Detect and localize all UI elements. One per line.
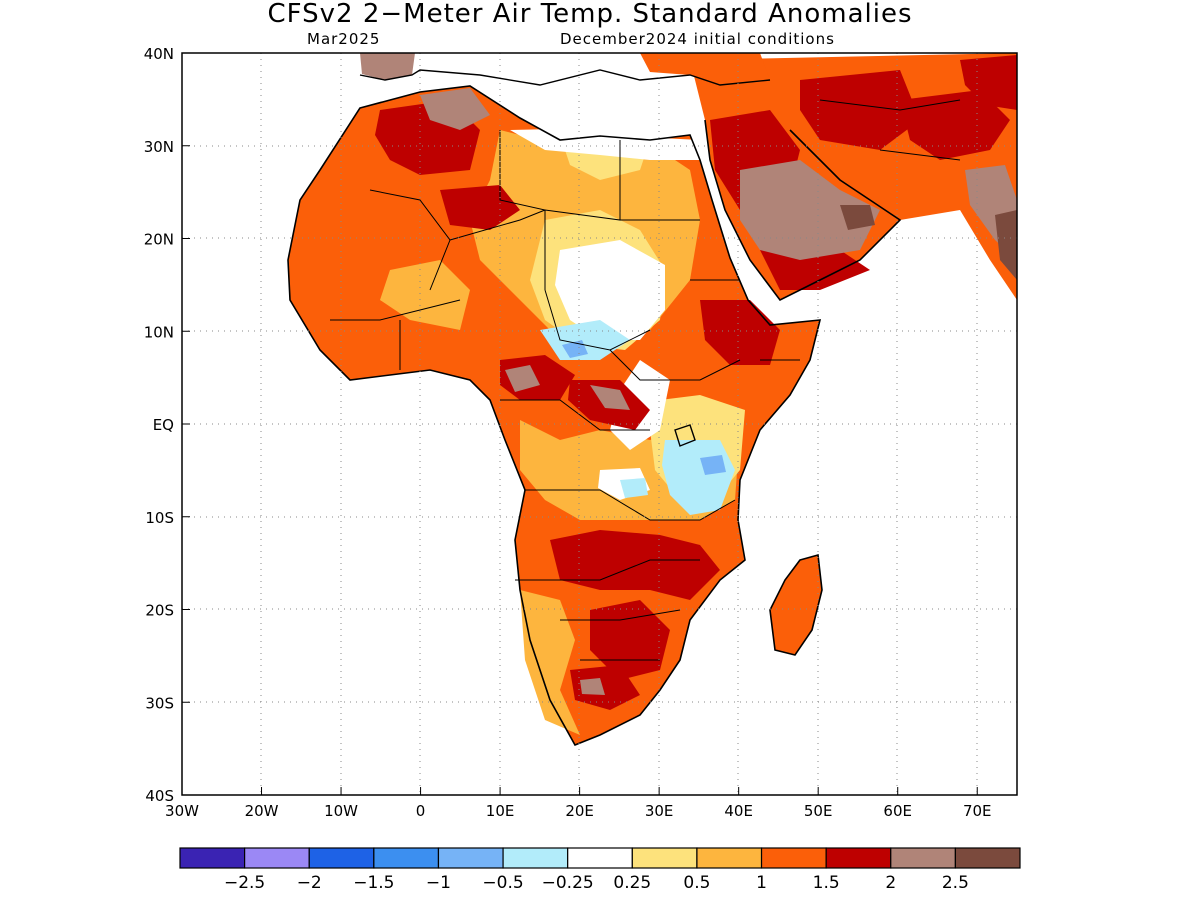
patch-neutral xyxy=(555,240,665,340)
europe-coastline xyxy=(359,69,771,86)
patch-dark-red xyxy=(960,55,1017,110)
patch-dark-red xyxy=(800,70,920,150)
y-tick-label: 20S xyxy=(145,602,174,620)
graticule xyxy=(182,53,1017,795)
forecast-month: Mar2025 xyxy=(307,30,380,48)
x-tick-label: 10E xyxy=(486,802,515,820)
y-tick-label: 30S xyxy=(145,694,174,712)
patch-dark-red xyxy=(760,250,870,290)
colorbar-label: 2 xyxy=(885,873,896,893)
colorbar-swatch xyxy=(567,847,633,869)
patch-very-dark-brown xyxy=(995,210,1017,280)
y-tick-label: 30N xyxy=(144,138,174,156)
arabia-coastline xyxy=(704,119,902,302)
europe-strip xyxy=(360,53,690,85)
colorbar-label: 0.25 xyxy=(613,873,651,893)
patch-dark-red xyxy=(570,665,640,710)
patch-brown xyxy=(505,365,540,392)
colorbar-label: −1.5 xyxy=(353,873,394,893)
x-tick-label: 50E xyxy=(804,802,833,820)
y-tick-label: 40N xyxy=(144,45,174,63)
colorbar-label: −0.25 xyxy=(542,873,594,893)
x-tick-label: 70E xyxy=(963,802,992,820)
map-title: CFSv2 2−Meter Air Temp. Standard Anomali… xyxy=(267,0,912,29)
colorbar-swatch xyxy=(825,847,892,869)
colorbar-label: −1 xyxy=(426,873,451,893)
madagascar-coastline xyxy=(769,553,823,656)
country-borders xyxy=(330,99,961,661)
x-tick-label: 0 xyxy=(416,802,426,820)
y-tick-label: 10S xyxy=(145,509,174,527)
initial-conditions-label: December2024 initial conditions xyxy=(560,30,835,48)
lake-victoria-outline xyxy=(674,424,696,447)
patch-brown xyxy=(590,385,630,410)
colorbar-swatch xyxy=(631,847,698,869)
madagascar-landmass xyxy=(770,555,822,655)
y-tick-label: EQ xyxy=(153,416,174,434)
patch-brown xyxy=(740,160,880,260)
colorbar-swatch xyxy=(437,847,504,869)
patch-light-orange xyxy=(380,260,470,330)
x-tick-label: 20E xyxy=(565,802,594,820)
colorbar-label: 1 xyxy=(756,873,767,893)
longitude-axis: 30W 20W 10W 0 10E 20E 30E 40E 50E 60E 70E xyxy=(165,787,992,820)
x-tick-label: 10W xyxy=(324,802,358,820)
patch-light-orange xyxy=(520,590,580,735)
y-tick-label: 10N xyxy=(144,323,174,341)
anomaly-map xyxy=(182,53,1017,795)
patch-dark-red xyxy=(900,90,1010,160)
y-tick-label: 40S xyxy=(145,787,174,805)
patch-blue xyxy=(700,455,726,475)
patch-brown xyxy=(580,678,605,695)
colorbar-label: 1.5 xyxy=(813,873,840,893)
iberia-region xyxy=(360,53,415,80)
y-tick-label: 20N xyxy=(144,231,174,249)
colorbar-swatch xyxy=(179,847,246,869)
colorbar-label: −0.5 xyxy=(482,873,523,893)
colorbar: −2.5 −2 −1.5 −1 −0.5 −0.25 0.25 0.5 1 1.5 2 2.5 xyxy=(179,847,1021,893)
colorbar-swatch xyxy=(308,847,375,869)
x-tick-label: 30E xyxy=(645,802,674,820)
colorbar-swatch xyxy=(502,847,569,869)
colorbar-swatch xyxy=(373,847,440,869)
colorbar-label: −2 xyxy=(297,873,322,893)
patch-light-blue xyxy=(620,478,648,498)
colorbar-label: 2.5 xyxy=(942,873,969,893)
colorbar-swatch xyxy=(760,847,827,869)
colorbar-label: 0.5 xyxy=(683,873,710,893)
patch-neutral xyxy=(510,128,700,160)
x-tick-label: 40E xyxy=(724,802,753,820)
colorbar-swatch xyxy=(696,847,763,869)
colorbar-label: −2.5 xyxy=(224,873,265,893)
patch-dark-red xyxy=(550,530,720,600)
colorbar-swatch xyxy=(954,847,1021,869)
patch-dark-red xyxy=(700,300,780,365)
africa-coastline xyxy=(287,85,822,747)
x-tick-label: 30W xyxy=(165,802,199,820)
patch-brown xyxy=(420,88,490,130)
patch-very-dark-brown xyxy=(840,205,875,230)
colorbar-swatch xyxy=(244,847,310,869)
x-tick-label: 60E xyxy=(883,802,912,820)
colorbar-swatch xyxy=(890,847,956,869)
latitude-axis: 40N 30N 20N 10N EQ 10S 20S 30S 40S xyxy=(144,45,190,805)
x-tick-label: 20W xyxy=(245,802,279,820)
